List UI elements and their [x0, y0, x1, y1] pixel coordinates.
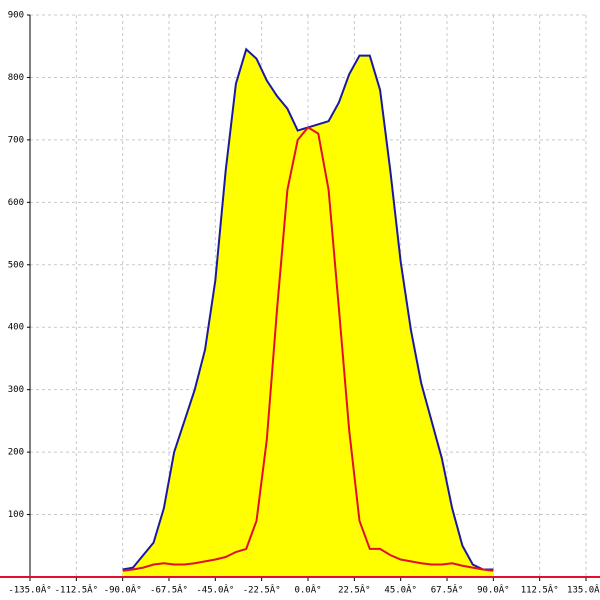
x-tick-label: -67.5Â°	[150, 584, 188, 596]
x-tick-label: 0.0Â°	[294, 584, 321, 596]
x-tick-label: 90.0Â°	[477, 584, 510, 596]
line	[122, 126, 494, 572]
y-tick-label: 500	[8, 260, 24, 270]
y-tick-label: 900	[8, 11, 24, 21]
x-tick-label: -112.5Â°	[55, 584, 98, 596]
y-tick-label: 400	[8, 323, 24, 333]
y-tick-label: 100	[8, 510, 24, 520]
x-tick-label: 45.0Â°	[384, 584, 417, 596]
y-tick-label: 600	[8, 198, 24, 208]
x-tick-label: -90.0Â°	[104, 584, 142, 596]
x-tick-label: -135.0Â°	[8, 584, 51, 596]
x-tick-label: -45.0Â°	[196, 584, 234, 596]
x-tick-label: 67.5Â°	[431, 584, 464, 596]
area	[122, 49, 494, 578]
y-tick-label: 300	[8, 385, 24, 395]
x-tick-label: -22.5Â°	[243, 584, 281, 596]
x-tick-label: 22.5Â°	[338, 584, 371, 596]
x-tick-label: 135.0Â°	[567, 584, 600, 596]
y-tick-label: 800	[8, 73, 24, 83]
y-tick-label: 200	[8, 448, 24, 458]
x-tick-label: 112.5Â°	[521, 584, 559, 596]
y-tick-label: 700	[8, 135, 24, 145]
